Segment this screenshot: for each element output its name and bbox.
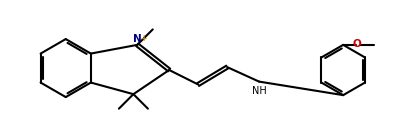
Text: N: N [132, 34, 141, 44]
Text: O: O [352, 39, 360, 49]
Text: +: + [140, 34, 146, 43]
Text: NH: NH [252, 86, 266, 96]
